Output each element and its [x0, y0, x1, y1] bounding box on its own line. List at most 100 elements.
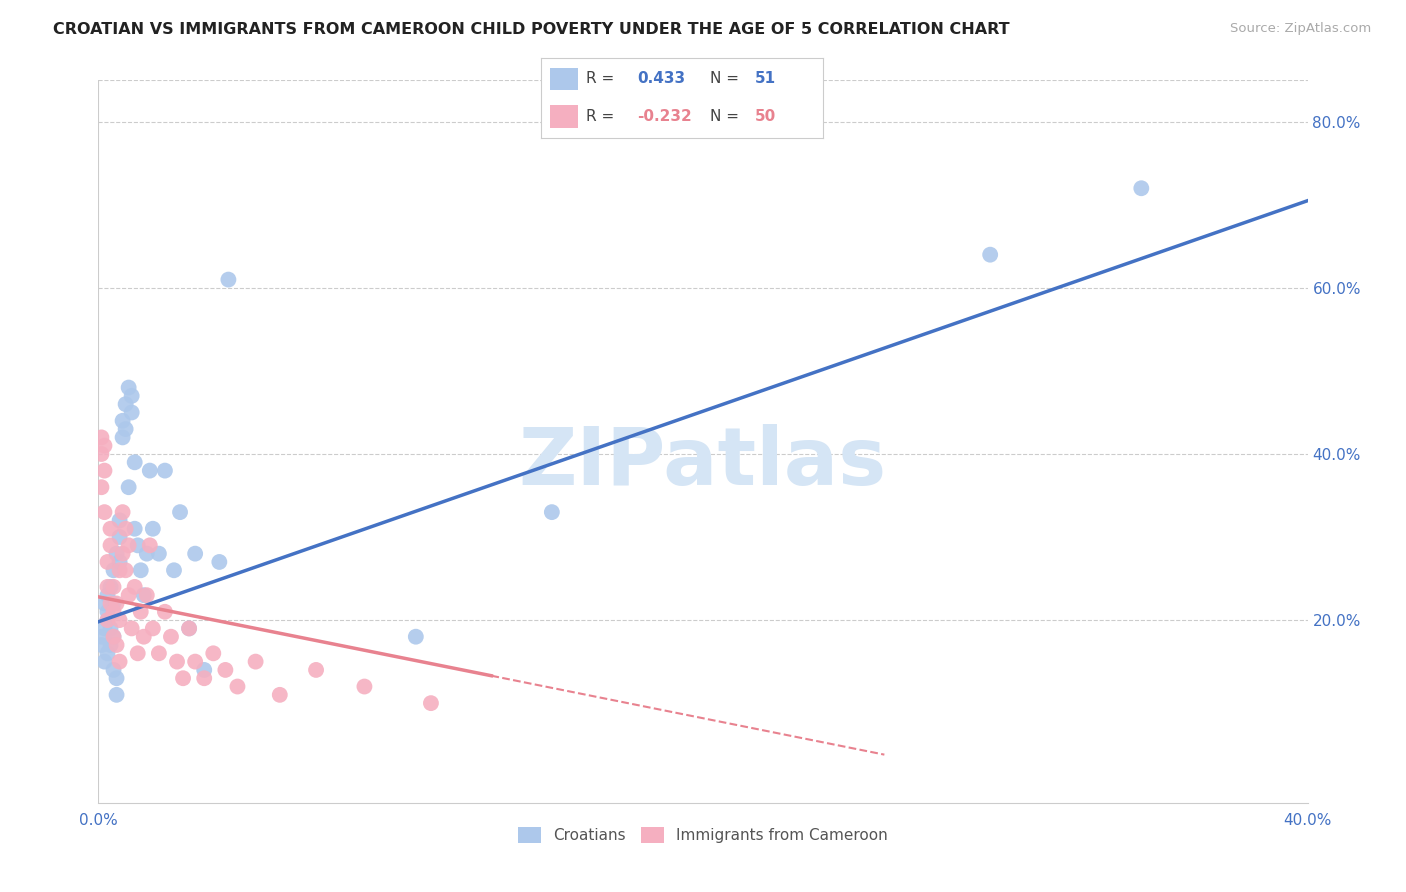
Point — [105, 597, 128, 611]
FancyBboxPatch shape — [550, 105, 578, 128]
Point — [148, 547, 170, 561]
Point — [124, 522, 146, 536]
Point — [96, 555, 118, 569]
Point — [103, 630, 125, 644]
Point — [111, 505, 134, 519]
Point — [114, 522, 136, 536]
Point — [100, 538, 122, 552]
Point — [90, 638, 112, 652]
Point — [193, 671, 215, 685]
Point — [103, 597, 125, 611]
Point — [540, 505, 562, 519]
Point — [93, 505, 115, 519]
Point — [169, 505, 191, 519]
Point — [96, 605, 118, 619]
Point — [103, 563, 125, 577]
Legend: Croatians, Immigrants from Cameroon: Croatians, Immigrants from Cameroon — [512, 822, 894, 849]
Point — [405, 630, 427, 644]
Point — [96, 613, 118, 627]
Point — [193, 663, 215, 677]
Point — [121, 405, 143, 419]
Point — [121, 621, 143, 635]
Point — [93, 655, 115, 669]
Point — [111, 414, 134, 428]
Point — [96, 588, 118, 602]
Point — [105, 688, 128, 702]
Point — [124, 455, 146, 469]
FancyBboxPatch shape — [550, 68, 578, 90]
Point — [100, 522, 122, 536]
Text: R =: R = — [586, 109, 620, 124]
Point — [184, 547, 207, 561]
Point — [90, 630, 112, 644]
Point — [93, 464, 115, 478]
Point — [135, 547, 157, 561]
Point — [245, 655, 267, 669]
Point — [108, 613, 131, 627]
Point — [269, 688, 291, 702]
Point — [118, 538, 141, 552]
Point — [142, 621, 165, 635]
Point — [108, 655, 131, 669]
Point — [305, 663, 328, 677]
Point — [105, 671, 128, 685]
Point — [148, 646, 170, 660]
Point — [90, 480, 112, 494]
Point — [979, 248, 1001, 262]
Point — [124, 580, 146, 594]
Point — [184, 655, 207, 669]
Point — [90, 430, 112, 444]
Point — [166, 655, 188, 669]
Point — [129, 563, 152, 577]
Point — [160, 630, 183, 644]
Text: N =: N = — [710, 71, 744, 86]
Point — [121, 389, 143, 403]
Point — [90, 447, 112, 461]
Point — [100, 638, 122, 652]
Point — [226, 680, 249, 694]
Point — [118, 380, 141, 394]
Point — [93, 439, 115, 453]
Point — [103, 580, 125, 594]
Point — [114, 563, 136, 577]
Point — [139, 538, 162, 552]
Point — [172, 671, 194, 685]
Point — [420, 696, 443, 710]
Point — [132, 588, 155, 602]
Point — [111, 547, 134, 561]
Point — [108, 555, 131, 569]
Point — [114, 397, 136, 411]
Point — [103, 663, 125, 677]
Point — [142, 522, 165, 536]
Point — [96, 580, 118, 594]
Point — [118, 588, 141, 602]
Point — [163, 563, 186, 577]
Point — [127, 538, 149, 552]
Point — [103, 630, 125, 644]
Point — [108, 563, 131, 577]
Point — [208, 555, 231, 569]
Point — [93, 597, 115, 611]
Text: 0.433: 0.433 — [637, 71, 685, 86]
Text: -0.232: -0.232 — [637, 109, 692, 124]
Text: 50: 50 — [755, 109, 776, 124]
Point — [214, 663, 236, 677]
Point — [202, 646, 225, 660]
Text: R =: R = — [586, 71, 620, 86]
Point — [353, 680, 375, 694]
Text: 51: 51 — [755, 71, 776, 86]
Point — [179, 621, 201, 635]
Point — [1130, 181, 1153, 195]
Point — [93, 621, 115, 635]
Point — [105, 638, 128, 652]
Text: Source: ZipAtlas.com: Source: ZipAtlas.com — [1230, 22, 1371, 36]
Text: ZIPatlas: ZIPatlas — [519, 425, 887, 502]
Point — [96, 646, 118, 660]
Text: N =: N = — [710, 109, 744, 124]
Point — [139, 464, 162, 478]
Point — [135, 588, 157, 602]
Point — [96, 613, 118, 627]
Point — [127, 646, 149, 660]
Point — [132, 630, 155, 644]
Point — [153, 464, 176, 478]
